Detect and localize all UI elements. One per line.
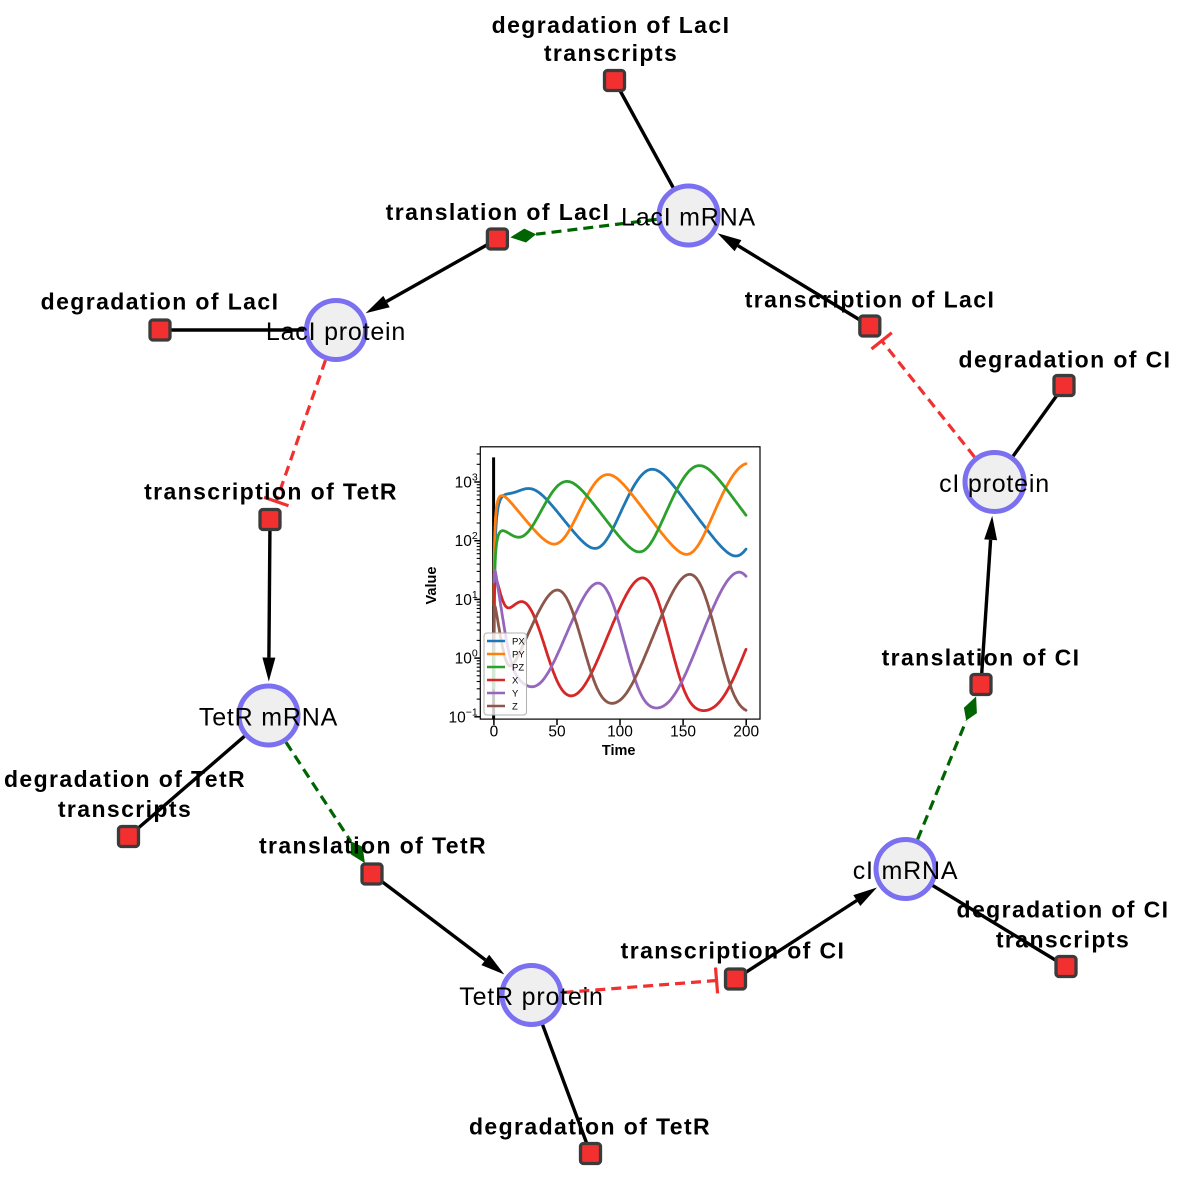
svg-text:translation of CI: translation of CI bbox=[882, 644, 1081, 670]
svg-text:degradation of CI: degradation of CI bbox=[959, 346, 1172, 372]
svg-text:transcripts: transcripts bbox=[996, 926, 1130, 952]
svg-text:degradation of LacI: degradation of LacI bbox=[492, 12, 731, 38]
svg-text:X: X bbox=[512, 676, 519, 687]
svg-text:Z: Z bbox=[512, 702, 518, 713]
svg-text:transcription of LacI: transcription of LacI bbox=[745, 286, 995, 312]
svg-text:translation of LacI: translation of LacI bbox=[386, 199, 611, 225]
svg-text:0: 0 bbox=[490, 723, 499, 740]
svg-text:100: 100 bbox=[607, 723, 633, 740]
svg-text:transcripts: transcripts bbox=[544, 40, 678, 66]
svg-text:Value: Value bbox=[424, 567, 440, 605]
svg-text:cI mRNA: cI mRNA bbox=[853, 857, 959, 885]
svg-text:transcription of TetR: transcription of TetR bbox=[144, 478, 398, 504]
svg-text:LacI mRNA: LacI mRNA bbox=[621, 204, 756, 232]
svg-text:PZ: PZ bbox=[512, 663, 524, 674]
svg-text:cI protein: cI protein bbox=[939, 470, 1050, 498]
svg-text:degradation of CI: degradation of CI bbox=[957, 896, 1170, 922]
svg-text:Time: Time bbox=[602, 743, 636, 759]
svg-text:degradation of LacI: degradation of LacI bbox=[41, 288, 280, 314]
svg-text:degradation of TetR: degradation of TetR bbox=[469, 1113, 711, 1139]
svg-text:50: 50 bbox=[548, 723, 566, 740]
svg-text:degradation of TetR: degradation of TetR bbox=[4, 766, 246, 792]
svg-text:LacI protein: LacI protein bbox=[266, 318, 406, 346]
svg-text:translation of TetR: translation of TetR bbox=[259, 832, 487, 858]
svg-text:transcripts: transcripts bbox=[58, 796, 192, 822]
svg-text:PY: PY bbox=[512, 650, 525, 661]
svg-text:Y: Y bbox=[512, 689, 519, 700]
svg-text:200: 200 bbox=[733, 723, 759, 740]
svg-text:transcription of CI: transcription of CI bbox=[621, 937, 846, 963]
svg-text:TetR protein: TetR protein bbox=[459, 983, 603, 1011]
svg-text:150: 150 bbox=[670, 723, 696, 740]
svg-text:TetR mRNA: TetR mRNA bbox=[199, 704, 338, 732]
svg-text:PX: PX bbox=[512, 637, 525, 648]
